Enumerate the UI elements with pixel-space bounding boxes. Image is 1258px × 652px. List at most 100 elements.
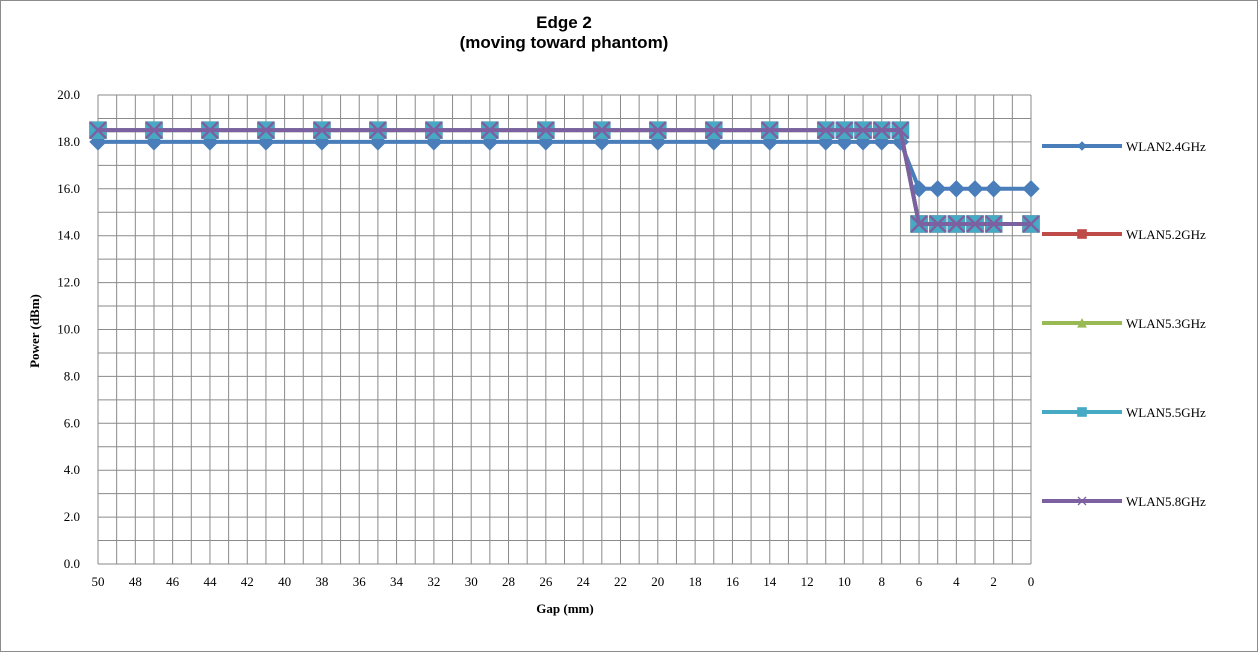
data-point-WLAN5.8GHz — [480, 121, 499, 140]
data-point-WLAN2.4GHz — [1022, 180, 1040, 198]
data-point-WLAN5.8GHz — [928, 215, 947, 233]
data-point-WLAN5.8GHz-stroke — [313, 121, 331, 140]
y-tick-label: 20.0 — [57, 87, 80, 102]
x-tick-label: 42 — [241, 574, 254, 589]
data-point-WLAN5.8GHz — [816, 121, 835, 140]
legend-marker — [1077, 141, 1087, 151]
y-axis-title: Power (dBm) — [27, 294, 42, 368]
y-tick-label: 10.0 — [57, 322, 80, 337]
data-point-WLAN5.8GHz-stroke — [984, 215, 1003, 233]
x-tick-label: 44 — [203, 574, 217, 589]
legend-marker — [1077, 317, 1087, 328]
data-point-WLAN5.8GHz-stroke — [835, 121, 854, 140]
x-tick-label: 10 — [838, 574, 851, 589]
y-tick-label: 16.0 — [57, 181, 80, 196]
legend-marker — [1077, 229, 1087, 239]
y-tick-label: 12.0 — [57, 275, 80, 290]
data-point-WLAN5.8GHz — [910, 215, 928, 233]
data-point-WLAN5.8GHz-stroke — [592, 121, 611, 140]
data-point-WLAN5.8GHz — [201, 121, 219, 140]
data-point-WLAN5.8GHz — [891, 121, 910, 140]
x-tick-label: 28 — [502, 574, 515, 589]
data-point-WLAN5.8GHz-stroke — [704, 121, 723, 140]
legend-label: WLAN5.3GHz — [1126, 316, 1206, 331]
data-point-WLAN5.8GHz-stroke — [257, 121, 275, 140]
data-point-WLAN5.8GHz — [536, 121, 555, 140]
data-point-WLAN5.8GHz-stroke — [1022, 215, 1040, 233]
legend-marker — [1077, 496, 1087, 506]
data-point-WLAN5.8GHz — [872, 121, 891, 140]
x-tick-label: 48 — [129, 574, 142, 589]
x-tick-label: 38 — [315, 574, 328, 589]
x-tick-label: 0 — [1028, 574, 1035, 589]
x-tick-label: 40 — [278, 574, 291, 589]
data-point-WLAN5.8GHz-stroke — [947, 215, 966, 233]
legend-marker — [1077, 407, 1087, 417]
legend-label: WLAN5.5GHz — [1126, 405, 1206, 420]
data-point-WLAN2.4GHz — [947, 180, 966, 198]
data-point-WLAN5.8GHz — [966, 215, 984, 233]
y-tick-label: 18.0 — [57, 134, 80, 149]
data-point-WLAN5.8GHz-stroke — [201, 121, 219, 140]
data-point-WLAN5.8GHz — [313, 121, 331, 140]
x-tick-label: 8 — [878, 574, 885, 589]
y-tick-label: 0.0 — [64, 556, 80, 571]
x-tick-label: 50 — [92, 574, 105, 589]
data-point-WLAN5.8GHz-stroke — [816, 121, 835, 140]
data-point-WLAN5.8GHz — [760, 121, 779, 140]
chart-title-line2: (moving toward phantom) — [460, 33, 669, 52]
data-point-WLAN5.8GHz-stroke — [424, 121, 443, 140]
data-point-WLAN5.8GHz-stroke — [536, 121, 555, 140]
data-point-WLAN5.8GHz — [89, 121, 107, 140]
data-point-WLAN5.8GHz — [947, 215, 966, 233]
x-tick-label: 18 — [689, 574, 702, 589]
data-point-WLAN2.4GHz — [928, 180, 947, 198]
data-point-WLAN5.8GHz — [854, 121, 872, 140]
x-tick-label: 36 — [353, 574, 367, 589]
data-point-WLAN5.8GHz — [704, 121, 723, 140]
y-tick-label: 8.0 — [64, 368, 80, 383]
y-tick-label: 2.0 — [64, 509, 80, 524]
legend-marker-stroke — [1077, 496, 1087, 506]
data-point-WLAN2.4GHz — [966, 180, 984, 198]
x-axis-title: Gap (mm) — [536, 601, 593, 616]
data-point-WLAN2.4GHz — [910, 180, 928, 198]
data-point-WLAN2.4GHz — [984, 180, 1003, 198]
data-point-WLAN5.8GHz-stroke — [648, 121, 667, 140]
data-point-WLAN5.8GHz — [984, 215, 1003, 233]
legend-label: WLAN5.8GHz — [1126, 494, 1206, 509]
data-point-WLAN5.8GHz-stroke — [854, 121, 872, 140]
legend-label: WLAN5.2GHz — [1126, 227, 1206, 242]
data-point-WLAN5.8GHz-stroke — [760, 121, 779, 140]
data-point-WLAN5.8GHz — [369, 121, 387, 140]
data-point-WLAN5.8GHz — [835, 121, 854, 140]
data-point-WLAN5.8GHz-stroke — [966, 215, 984, 233]
x-tick-label: 32 — [427, 574, 440, 589]
x-tick-label: 16 — [726, 574, 740, 589]
x-tick-label: 22 — [614, 574, 627, 589]
x-tick-label: 6 — [916, 574, 923, 589]
data-point-WLAN5.8GHz-stroke — [872, 121, 891, 140]
legend-layer: WLAN2.4GHz WLAN5.2GHz WLAN5.3GHz WLAN5.5GHz… — [1042, 139, 1206, 509]
data-point-WLAN5.8GHz — [592, 121, 611, 140]
series-layer — [89, 121, 1040, 233]
data-point-WLAN5.8GHz-stroke — [480, 121, 499, 140]
data-point-WLAN5.8GHz — [648, 121, 667, 140]
chart-title-line1: Edge 2 — [536, 13, 592, 32]
legend-label: WLAN2.4GHz — [1126, 139, 1206, 154]
data-point-WLAN5.8GHz — [145, 121, 163, 140]
data-point-WLAN5.8GHz — [1022, 215, 1040, 233]
x-tick-label: 14 — [763, 574, 777, 589]
data-point-WLAN5.8GHz-stroke — [89, 121, 107, 140]
data-point-WLAN5.8GHz — [257, 121, 275, 140]
x-tick-label: 12 — [801, 574, 814, 589]
y-tick-label: 6.0 — [64, 415, 80, 430]
data-point-WLAN5.8GHz-stroke — [910, 215, 928, 233]
data-point-WLAN5.8GHz-stroke — [891, 121, 910, 140]
x-tick-label: 34 — [390, 574, 404, 589]
axis-layer: 0.0 2.0 4.0 6.0 8.0 10.0 12.0 14.0 16.0 18.0 20.0 5… — [57, 87, 1034, 589]
y-tick-label: 4.0 — [64, 462, 80, 477]
x-tick-label: 2 — [990, 574, 997, 589]
data-point-WLAN5.8GHz-stroke — [145, 121, 163, 140]
